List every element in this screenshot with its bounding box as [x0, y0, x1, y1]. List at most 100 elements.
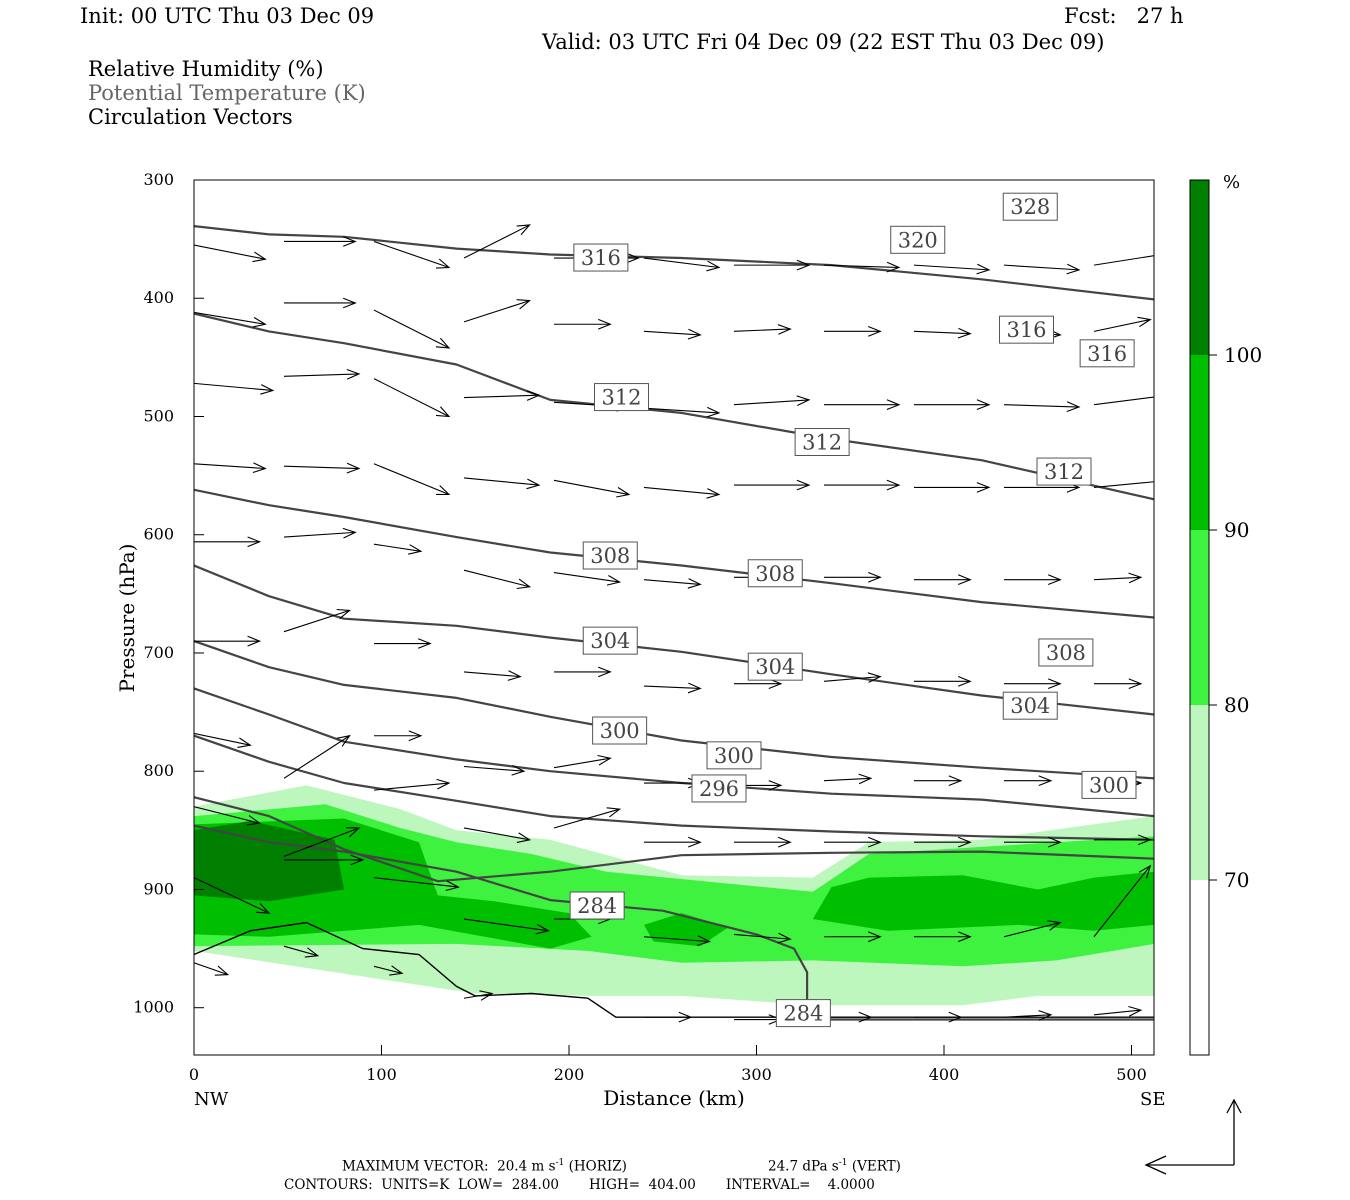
vector-head [516, 299, 532, 310]
circulation-vector-73 [823, 773, 873, 785]
x-axis-label: Distance (km) [603, 1086, 745, 1110]
vector-shaft [194, 962, 228, 976]
circulation-vector-83 [734, 836, 792, 848]
vector-head [796, 259, 811, 271]
circulation-vector-47 [463, 569, 532, 590]
vector-head [606, 575, 622, 586]
y-tick-label-4: 700 [143, 643, 174, 662]
vector-shaft [733, 328, 791, 332]
circulation-vector-2 [373, 240, 451, 269]
vector-head [886, 261, 901, 273]
contour-labels: 328 320 316 316 316 312 312 312 308 308 308 304 304 3… [569, 192, 1137, 1028]
vector-shaft [1003, 404, 1080, 408]
rh-band-rh-90-100-1 [812, 871, 1154, 931]
vector-shaft [373, 309, 450, 349]
vector-head [957, 931, 972, 943]
circulation-vector-38 [643, 486, 721, 499]
circulation-vector-56 [283, 608, 352, 633]
circulation-vector-35 [373, 463, 451, 496]
vector-head [345, 827, 361, 838]
circulation-vector-55 [194, 635, 262, 647]
circulation-vector-29 [824, 399, 901, 411]
circulation-vector-74 [914, 775, 963, 787]
contour-label-9: 308 [747, 559, 803, 588]
colorbar-label-0: 70 [1224, 868, 1249, 892]
circulation-vector-68 [374, 730, 423, 742]
contour-label-text: 312 [802, 431, 842, 455]
vector-head [796, 395, 811, 406]
contour-label-text: 320 [898, 228, 938, 252]
vector-head [526, 478, 541, 490]
vector-head [886, 479, 901, 491]
circulation-vector-53 [1004, 574, 1062, 586]
contour-label-13: 304 [1002, 691, 1058, 720]
circulation-vector-105 [824, 1011, 873, 1023]
circulation-vector-59 [554, 666, 612, 678]
vector-head [777, 932, 792, 944]
circulation-vector-1 [284, 236, 357, 247]
valid-time: Valid: 03 UTC Fri 04 Dec 09 (22 EST Thu … [542, 30, 1105, 54]
vector-head [1066, 263, 1081, 275]
vector-head [1128, 1005, 1143, 1017]
vector-head [858, 773, 873, 785]
vector-head [260, 384, 275, 395]
vector-shaft [913, 264, 990, 271]
vector-shaft [463, 300, 530, 323]
circulation-vector-12 [284, 297, 357, 309]
contour-label-box [1081, 770, 1137, 799]
circulation-vector-60 [643, 682, 702, 694]
contour-label-box [569, 891, 625, 920]
terrain-layer [194, 921, 1154, 1018]
terrain-line [194, 921, 1154, 1018]
footer-contours-info: CONTOURS: UNITS=K LOW= 284.00 HIGH= 404.… [284, 1177, 875, 1193]
vector-shaft [1093, 1009, 1141, 1016]
x-tick-label-3: 300 [741, 1065, 772, 1084]
contour-label-box [582, 626, 638, 655]
vector-head [255, 903, 271, 914]
circulation-vector-9 [1003, 263, 1081, 275]
circulation-vector-62 [823, 672, 882, 683]
circulation-vector-44 [194, 536, 262, 548]
theta-contour-8 [194, 824, 1154, 1021]
contour-label-text: 300 [600, 719, 640, 743]
vector-head [957, 327, 972, 339]
contour-label-8: 308 [582, 541, 638, 570]
vector-head [346, 462, 361, 474]
plot-frame [193, 179, 1155, 1056]
y-tick-label-2: 500 [143, 406, 174, 425]
vector-head [479, 990, 494, 1001]
vector-head [389, 965, 404, 976]
vector-head [1047, 678, 1062, 690]
contour-label-text: 308 [1046, 641, 1086, 665]
circulation-vector-86 [1004, 836, 1062, 848]
vector-head [1047, 836, 1062, 848]
vector-head [957, 836, 972, 848]
circulation-vector-37 [553, 479, 631, 498]
x-tick-label-4: 400 [929, 1065, 960, 1084]
vector-head [246, 815, 262, 826]
vector-shaft [553, 479, 630, 496]
vector-head [626, 252, 640, 264]
vector-shaft [373, 378, 450, 417]
vector-shaft [283, 531, 356, 538]
circulation-vector-33 [194, 462, 267, 474]
vector-head [867, 672, 882, 683]
circulation-vector-34 [283, 462, 361, 474]
potential-temperature-contours [194, 225, 1154, 1021]
y-tick-label-6: 900 [143, 879, 174, 898]
vector-head [342, 297, 357, 309]
circulation-vector-98 [1093, 864, 1152, 938]
vector-head [976, 263, 991, 275]
vector-head [616, 487, 631, 498]
colorbar-unit: % [1223, 172, 1240, 193]
vector-head [768, 780, 783, 791]
vector-shaft [373, 877, 459, 888]
vector-head [445, 880, 460, 892]
vector-shaft [1003, 922, 1061, 938]
circulation-vector-23 [283, 368, 361, 380]
vector-head [252, 317, 267, 328]
colorbar-frame [1189, 179, 1210, 1056]
vector-shaft [643, 579, 701, 585]
circulation-vector-80 [463, 827, 532, 843]
